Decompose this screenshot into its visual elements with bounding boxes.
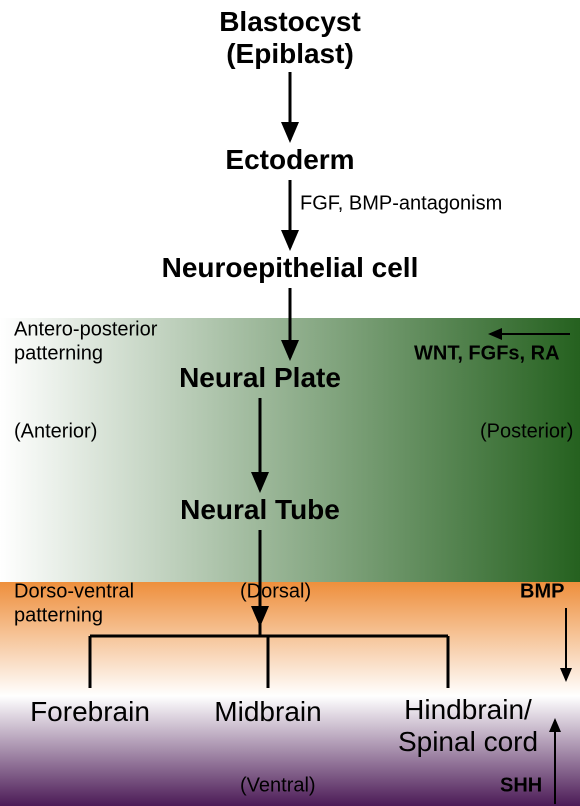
label-bmp: BMP [520,581,564,604]
node-hindbrain: Hindbrain/ Spinal cord [398,694,538,758]
label-ap-patterning-1: Antero-posterior [14,319,157,342]
label-ventral: (Ventral) [240,775,316,798]
node-blastocyst: Blastocyst (Epiblast) [219,6,361,70]
node-neural-plate: Neural Plate [179,362,341,394]
node-midbrain: Midbrain [214,696,321,728]
arrows-layer [0,0,580,806]
label-anterior: (Anterior) [14,421,97,444]
node-neural-tube: Neural Tube [180,494,340,526]
label-posterior: (Posterior) [480,421,573,444]
label-fgf-bmp-antagonism: FGF, BMP-antagonism [300,193,502,216]
node-ectoderm: Ectoderm [225,144,354,176]
label-dv-patterning-1: Dorso-ventral [14,581,134,604]
label-wnt-fgfs-ra: WNT, FGFs, RA [414,343,560,366]
node-neuroepithelial: Neuroepithelial cell [162,252,419,284]
label-ap-patterning-2: patterning [14,343,103,366]
node-forebrain: Forebrain [30,696,150,728]
label-shh: SHH [500,775,542,798]
label-dorsal: (Dorsal) [240,581,311,604]
label-dv-patterning-2: patterning [14,605,103,628]
